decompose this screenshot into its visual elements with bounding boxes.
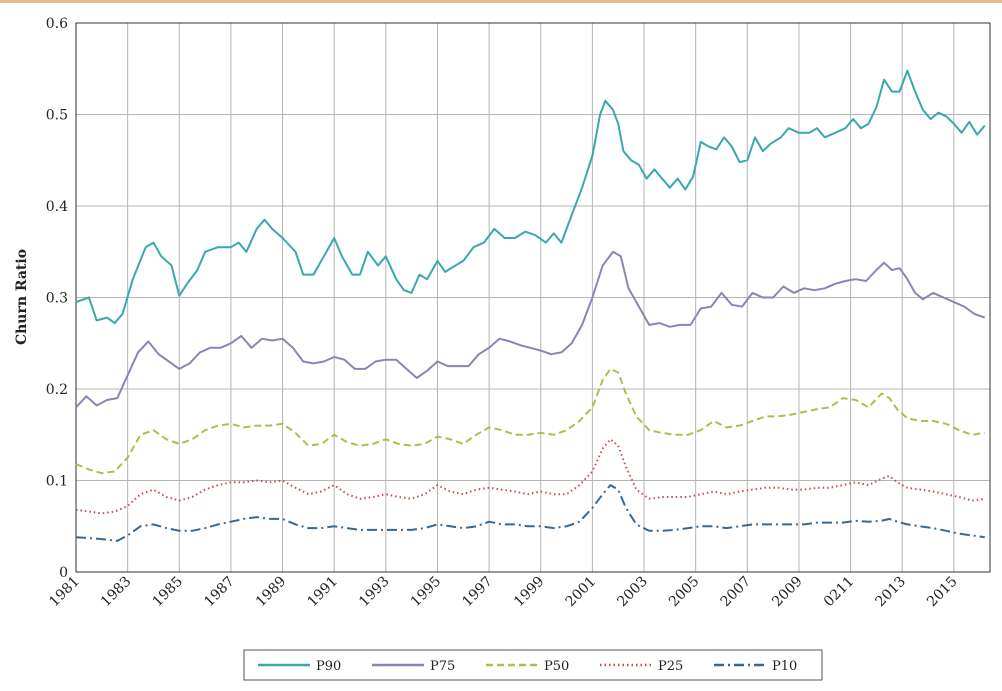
y-tick-label: 0.6 <box>46 16 68 32</box>
series-lines <box>75 69 986 542</box>
x-tick-label: 1995 <box>408 574 445 611</box>
x-tick-label: 1983 <box>98 574 135 611</box>
series-line-p25 <box>75 438 985 515</box>
series-line-p50 <box>75 367 985 475</box>
series-line-p75 <box>75 250 986 408</box>
chart-legend: P90 P75 P50 P25 P10 <box>243 649 823 681</box>
series-line-p10 <box>75 484 985 542</box>
x-tick-label: 2005 <box>666 574 703 611</box>
top-border-strip <box>0 0 1002 3</box>
legend-label-p90: P90 <box>316 659 341 674</box>
y-tick-label: 0.2 <box>46 382 68 398</box>
x-tick-label: 2009 <box>769 574 806 611</box>
y-tick-label: 0 <box>59 565 68 581</box>
legend-label-p10: P10 <box>772 659 797 674</box>
x-tick-label: 2003 <box>614 574 651 611</box>
x-tick-label: 1999 <box>511 574 548 611</box>
x-tick-label: 0211 <box>821 574 858 611</box>
grid-lines <box>75 22 990 573</box>
y-tick-label: 0.5 <box>46 108 68 124</box>
legend-label-p75: P75 <box>430 659 455 674</box>
x-tick-label: 2007 <box>718 574 755 611</box>
x-axis: 1981 1983 1985 1987 1989 1991 1993 1995 1997 1999… <box>46 574 960 611</box>
y-tick-label: 0.3 <box>46 291 68 307</box>
x-tick-label: 2015 <box>924 574 961 611</box>
x-tick-label: 2013 <box>873 574 910 611</box>
y-tick-label: 0.4 <box>46 199 68 215</box>
y-tick-label: 0.1 <box>46 474 68 490</box>
x-tick-label: 1987 <box>201 574 238 611</box>
x-tick-label: 1989 <box>253 574 290 611</box>
series-line-p90 <box>75 69 986 325</box>
y-axis-label: Churn Ratio <box>14 249 30 345</box>
x-tick-label: 1991 <box>305 574 342 611</box>
y-axis: 0 0.1 0.2 0.3 0.4 0.5 0.6 <box>46 16 68 581</box>
x-tick-label: 1997 <box>459 574 496 611</box>
x-tick-label: 1993 <box>356 574 393 611</box>
x-tick-label: 2001 <box>563 574 600 611</box>
x-tick-label: 1985 <box>150 574 187 611</box>
plot-area-frame <box>75 22 991 573</box>
legend-label-p25: P25 <box>658 659 683 674</box>
legend-label-p50: P50 <box>544 659 569 674</box>
